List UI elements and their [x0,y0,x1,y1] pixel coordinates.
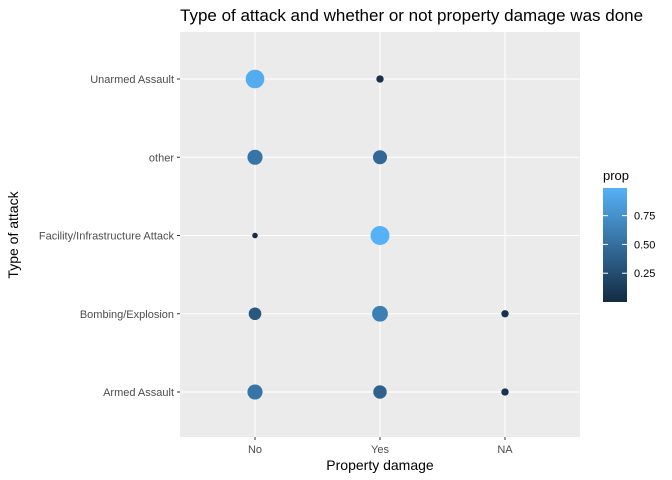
y-tick-label: other [149,152,174,164]
y-tick-label: Bombing/Explosion [80,309,174,321]
data-point [247,384,263,400]
data-points [245,69,509,400]
x-axis-title: Property damage [326,457,434,473]
legend-ticks: 0.25 0.50 0.75 [603,211,655,280]
x-tick-label: Yes [371,444,389,456]
x-tick-label: NA [497,444,513,456]
x-axis-ticks: No Yes NA [248,437,513,456]
y-tick-label: Unarmed Assault [90,74,174,86]
y-tick-label: Armed Assault [103,387,174,399]
data-point [501,388,509,396]
data-point [252,232,258,239]
chart-title: Type of attack and whether or not proper… [180,6,643,25]
data-point [248,307,262,321]
data-point [245,69,265,89]
data-point [370,226,390,245]
legend-tick-label: 0.75 [634,211,655,223]
legend-colorbar [603,188,627,302]
data-point [501,310,509,318]
legend: prop 0.25 0.50 0.75 [603,168,655,302]
y-axis-ticks: Armed Assault Bombing/Explosion Facility/I… [39,74,180,399]
data-point [372,305,388,322]
legend-tick-label: 0.25 [634,268,655,280]
x-tick-label: No [248,444,262,456]
legend-title: prop [603,168,629,183]
y-axis-title: Type of attack [5,190,21,278]
legend-tick-label: 0.50 [634,239,655,251]
data-point [372,150,388,165]
data-point [373,385,387,399]
data-point [376,75,384,83]
y-tick-label: Facility/Infrastructure Attack [39,231,175,243]
data-point [247,149,263,165]
